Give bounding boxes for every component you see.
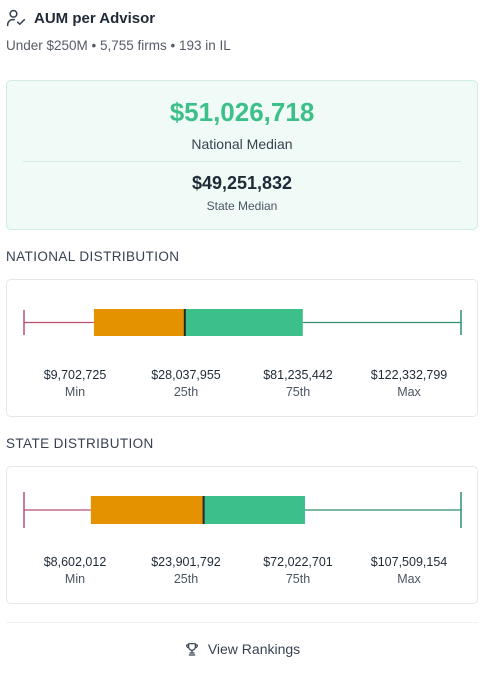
state-q1-median-box (90, 496, 204, 524)
national-min-stat: $9,702,725 Min (15, 368, 135, 399)
state-25th-stat: $23,901,792 25th (126, 555, 246, 586)
card-header: AUM per Advisor (6, 8, 155, 28)
summary-divider (23, 161, 461, 162)
state-max-stat: $107,509,154 Max (349, 555, 469, 586)
stat-value: $9,702,725 (43, 368, 107, 382)
stat-value: $23,901,792 (151, 555, 221, 569)
national-median-label: National Median (191, 136, 293, 152)
stat-value: $107,509,154 (370, 555, 448, 569)
state-boxplot (23, 492, 462, 528)
stat-label: Max (397, 572, 421, 586)
national-stats: $9,702,725 Min $28,037,955 25th $81,235,… (7, 368, 479, 408)
median-summary-card: $51,026,718 National Median $49,251,832 … (6, 80, 478, 230)
page-subtitle: Under $250M • 5,755 firms • 193 in IL (6, 38, 231, 53)
trophy-icon (185, 643, 198, 656)
stat-value: $28,037,955 (151, 368, 221, 382)
national-25th-stat: $28,037,955 25th (126, 368, 246, 399)
stat-value: $8,602,012 (43, 555, 107, 569)
stat-label: 25th (173, 572, 199, 586)
state-median-q3-box (203, 496, 305, 524)
national-max-stat: $122,332,799 Max (349, 368, 469, 399)
state-median-label: State Median (206, 199, 278, 213)
national-boxplot (23, 309, 462, 336)
state-median-value: $49,251,832 (191, 173, 293, 193)
national-q1-median-box (93, 309, 185, 336)
view-rankings-button[interactable]: View Rankings (6, 630, 478, 668)
national-median-q3-box (184, 309, 303, 336)
view-rankings-label: View Rankings (207, 641, 301, 657)
state-distribution-card: $8,602,012 Min $23,901,792 25th $72,022,… (6, 466, 478, 604)
stat-value: $72,022,701 (263, 555, 333, 569)
stat-label: Min (64, 385, 86, 399)
stat-value: $81,235,442 (263, 368, 333, 382)
user-check-icon (6, 9, 26, 27)
state-min-stat: $8,602,012 Min (15, 555, 135, 586)
stat-label: 75th (285, 385, 311, 399)
national-75th-stat: $81,235,442 75th (238, 368, 358, 399)
national-median-value: $51,026,718 (169, 97, 315, 127)
stat-label: 25th (173, 385, 199, 399)
stat-label: Min (64, 572, 86, 586)
footer-divider (6, 622, 478, 623)
stat-label: Max (397, 385, 421, 399)
stat-label: 75th (285, 572, 311, 586)
national-distribution-title: NATIONAL DISTRIBUTION (6, 249, 180, 264)
state-distribution-title: STATE DISTRIBUTION (6, 436, 154, 451)
page-title: AUM per Advisor (34, 9, 156, 27)
stat-value: $122,332,799 (370, 368, 448, 382)
national-distribution-card: $9,702,725 Min $28,037,955 25th $81,235,… (6, 279, 478, 417)
state-75th-stat: $72,022,701 75th (238, 555, 358, 586)
state-stats: $8,602,012 Min $23,901,792 25th $72,022,… (7, 555, 479, 595)
